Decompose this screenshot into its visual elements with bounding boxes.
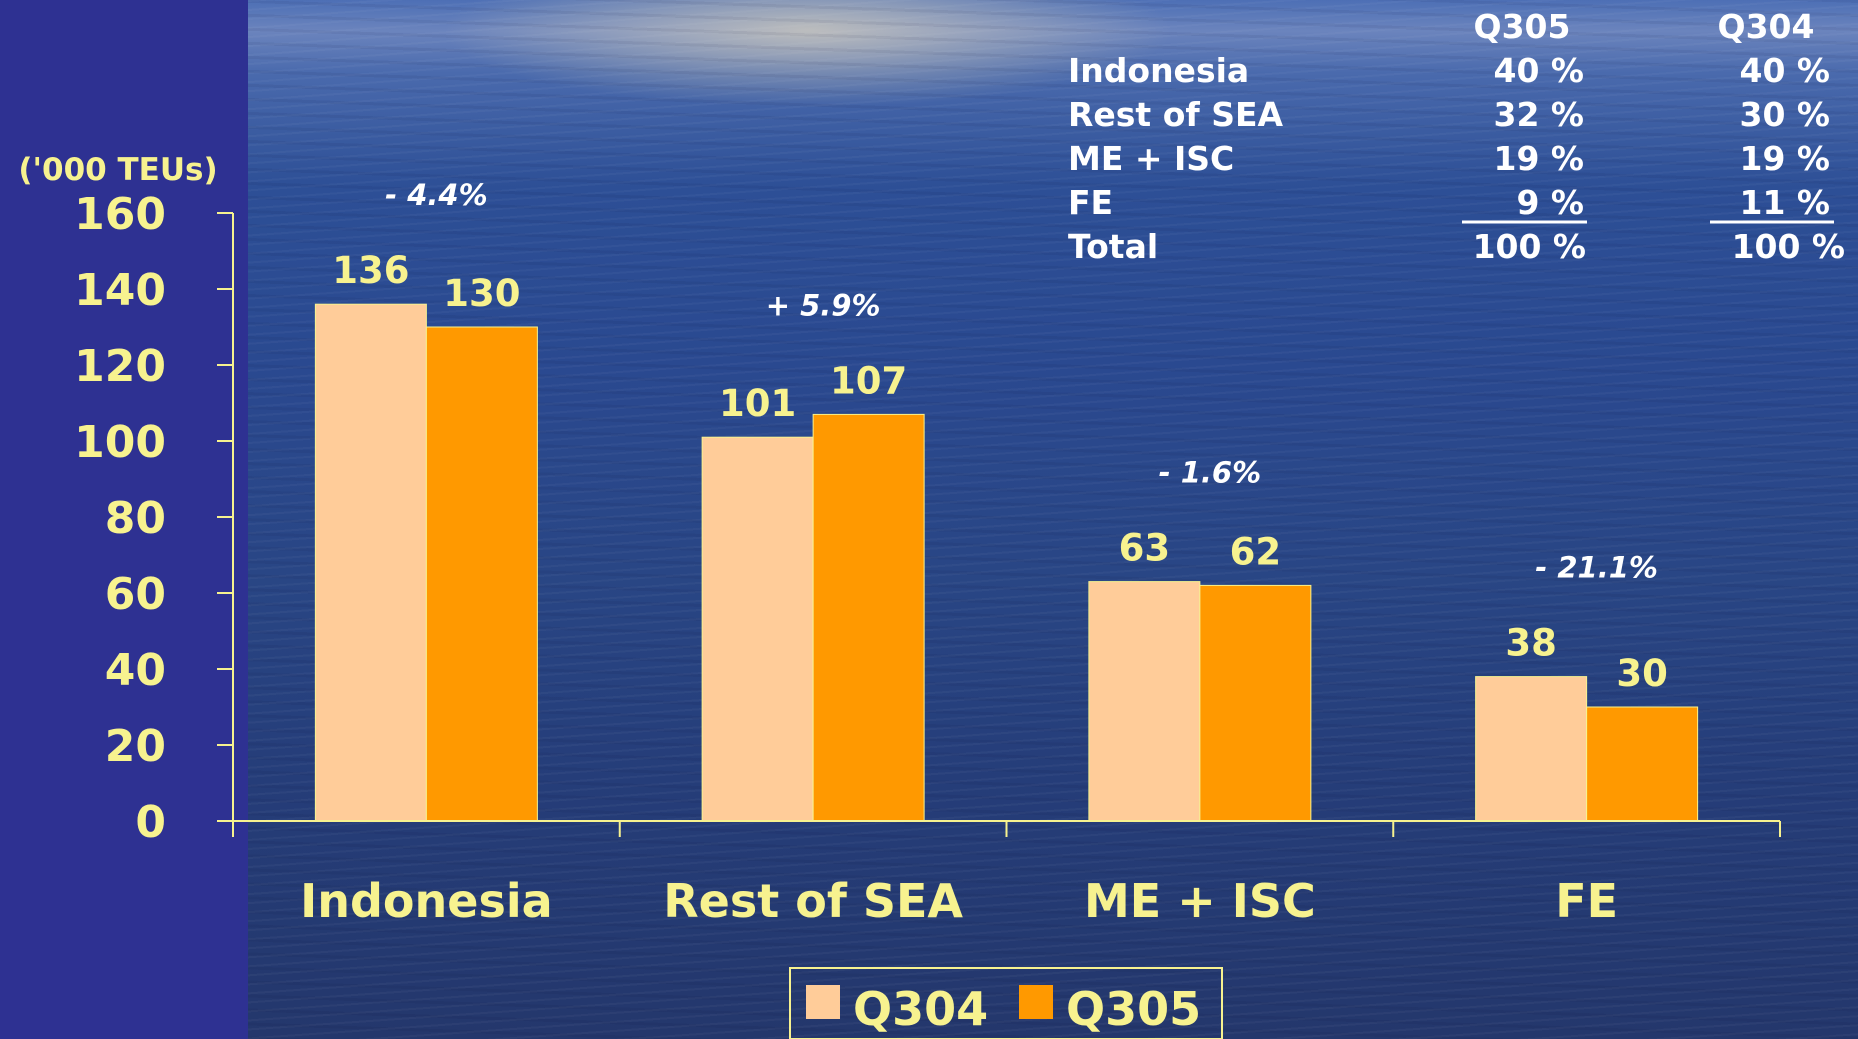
value-label: 30 (1616, 652, 1668, 695)
table-cell-q305: 40 % (1494, 51, 1584, 90)
value-label: 136 (332, 249, 409, 292)
bar-q305 (1199, 584, 1312, 822)
bar-q304 (1475, 676, 1588, 822)
table-header-q305: Q305 (1474, 7, 1571, 46)
y-unit-label: ('000 TEUs) (18, 152, 217, 188)
left-band (0, 0, 248, 1039)
y-tick-label: 0 (135, 797, 166, 848)
y-axis: ('000 TEUs) 0 20 40 60 80 100 120 140 160 (18, 152, 234, 848)
y-tick-label: 100 (74, 417, 166, 468)
legend: Q304 Q305 (789, 967, 1223, 1039)
x-category-label: Rest of SEA (663, 874, 963, 928)
change-label: - 1.6% (1159, 456, 1262, 490)
legend-swatch-q304 (806, 985, 840, 1019)
table-row-label: Rest of SEA (1068, 95, 1284, 134)
value-label: 63 (1119, 527, 1171, 570)
value-label: 130 (443, 272, 520, 315)
change-label: + 5.9% (766, 288, 881, 322)
y-tick-label: 160 (74, 189, 166, 240)
share-table: Q305 Q304 Indonesia 40 % 40 % Rest of SE… (1068, 7, 1845, 266)
table-cell-q305: 32 % (1494, 95, 1584, 134)
bar-q304 (1088, 581, 1201, 822)
table-cell-q304: 11 % (1740, 183, 1830, 222)
table-cell-q304: 19 % (1740, 139, 1830, 178)
value-labels: 136 130 - 4.4% 101 107 + 5.9% 63 62 - 1.6% 38 30 - … (332, 178, 1668, 695)
value-label: 62 (1230, 530, 1282, 573)
y-tick-label: 140 (74, 265, 166, 316)
table-cell-q305: 19 % (1494, 139, 1584, 178)
legend-swatch-q305 (1019, 985, 1053, 1019)
legend-label-q304: Q304 (853, 982, 988, 1036)
y-tick-label: 80 (105, 493, 166, 544)
table-row-label: ME + ISC (1068, 139, 1234, 178)
legend-label-q305: Q305 (1066, 982, 1201, 1036)
bars (314, 303, 1699, 822)
table-row-label: FE (1068, 183, 1113, 222)
bar-q305 (1586, 706, 1699, 822)
table-row-label: Total (1068, 227, 1158, 266)
table-header-q304: Q304 (1718, 7, 1815, 46)
bar-q305 (812, 413, 925, 822)
x-axis: Indonesia Rest of SEA ME + ISC FE (232, 820, 1781, 928)
table-cell-q304: 40 % (1740, 51, 1830, 90)
bar-q305 (425, 326, 538, 822)
change-label: - 21.1% (1535, 551, 1658, 585)
x-category-label: FE (1555, 874, 1618, 928)
table-cell-q304: 100 % (1732, 227, 1845, 266)
bar-q304 (314, 303, 427, 822)
legend-box (789, 967, 1223, 1039)
table-cell-q304: 30 % (1740, 95, 1830, 134)
x-category-label: Indonesia (300, 874, 553, 928)
table-cell-q305: 100 % (1473, 227, 1586, 266)
value-label: 38 (1505, 622, 1557, 665)
y-tick-label: 60 (105, 569, 166, 620)
value-label: 107 (830, 359, 907, 402)
table-row-label: Indonesia (1068, 51, 1249, 90)
x-category-label: ME + ISC (1084, 874, 1316, 928)
bar-q304 (701, 436, 814, 822)
value-label: 101 (719, 382, 796, 425)
table-cell-q305: 9 % (1516, 183, 1584, 222)
y-tick-label: 20 (105, 721, 166, 772)
y-tick-label: 120 (74, 341, 166, 392)
change-label: - 4.4% (385, 178, 488, 212)
y-tick-label: 40 (105, 645, 166, 696)
